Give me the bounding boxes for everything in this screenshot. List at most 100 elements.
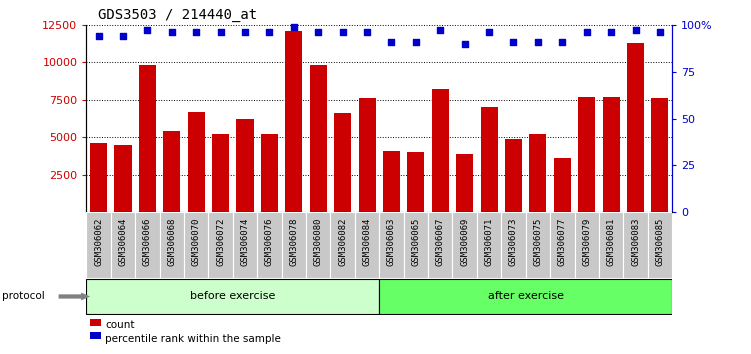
Bar: [481, 107, 498, 212]
Text: after exercise: after exercise: [487, 291, 564, 302]
Point: [581, 29, 593, 35]
Bar: [456, 154, 473, 212]
Bar: [184, 212, 209, 278]
Bar: [188, 112, 205, 212]
Bar: [330, 212, 354, 278]
Bar: [526, 212, 550, 278]
Bar: [139, 65, 156, 212]
Bar: [114, 145, 131, 212]
Point: [385, 39, 397, 45]
Text: GSM306066: GSM306066: [143, 218, 152, 266]
Point: [190, 29, 202, 35]
Bar: [306, 212, 330, 278]
Bar: [163, 131, 180, 212]
Bar: [233, 212, 257, 278]
Bar: [599, 212, 623, 278]
Bar: [160, 212, 184, 278]
Text: GSM306082: GSM306082: [338, 218, 347, 266]
Bar: [647, 212, 672, 278]
Point: [92, 33, 104, 39]
Point: [434, 28, 446, 33]
Point: [532, 39, 544, 45]
Point: [215, 29, 227, 35]
Point: [361, 29, 373, 35]
Point: [166, 29, 178, 35]
Bar: [651, 98, 668, 212]
Text: GSM306073: GSM306073: [509, 218, 518, 266]
Point: [141, 28, 153, 33]
Text: count: count: [105, 320, 134, 330]
Bar: [285, 31, 303, 212]
Bar: [550, 212, 575, 278]
Bar: [379, 279, 672, 314]
Text: GSM306065: GSM306065: [412, 218, 421, 266]
Point: [605, 29, 617, 35]
Text: percentile rank within the sample: percentile rank within the sample: [105, 334, 281, 344]
Text: GSM306085: GSM306085: [656, 218, 665, 266]
Bar: [575, 212, 599, 278]
Text: GSM306081: GSM306081: [607, 218, 616, 266]
Bar: [135, 212, 160, 278]
Bar: [407, 152, 424, 212]
Bar: [452, 212, 477, 278]
Text: before exercise: before exercise: [190, 291, 276, 302]
Point: [312, 29, 324, 35]
Bar: [237, 119, 254, 212]
Bar: [428, 212, 452, 278]
Bar: [358, 98, 376, 212]
Point: [459, 41, 471, 46]
Bar: [212, 135, 229, 212]
Bar: [627, 43, 644, 212]
Bar: [334, 113, 351, 212]
Point: [556, 39, 569, 45]
Bar: [258, 212, 282, 278]
Bar: [86, 279, 379, 314]
Point: [410, 39, 422, 45]
Text: GSM306077: GSM306077: [558, 218, 567, 266]
Bar: [404, 212, 428, 278]
Bar: [90, 143, 107, 212]
Bar: [505, 139, 522, 212]
Text: GSM306076: GSM306076: [265, 218, 274, 266]
Text: GSM306070: GSM306070: [192, 218, 201, 266]
Text: GSM306075: GSM306075: [533, 218, 542, 266]
Text: GSM306067: GSM306067: [436, 218, 445, 266]
Text: GSM306083: GSM306083: [631, 218, 640, 266]
Point: [336, 29, 348, 35]
Text: GSM306084: GSM306084: [363, 218, 372, 266]
Text: GSM306062: GSM306062: [94, 218, 103, 266]
Text: GSM306069: GSM306069: [460, 218, 469, 266]
Text: GSM306078: GSM306078: [289, 218, 298, 266]
Point: [483, 29, 495, 35]
Bar: [309, 65, 327, 212]
Bar: [209, 212, 233, 278]
Bar: [529, 135, 547, 212]
Bar: [379, 212, 404, 278]
Text: GSM306080: GSM306080: [314, 218, 323, 266]
Bar: [502, 212, 526, 278]
Text: GSM306079: GSM306079: [582, 218, 591, 266]
Bar: [355, 212, 379, 278]
Bar: [553, 158, 571, 212]
Bar: [261, 135, 278, 212]
Point: [264, 29, 276, 35]
Point: [239, 29, 251, 35]
Bar: [86, 212, 111, 278]
Text: GSM306068: GSM306068: [167, 218, 176, 266]
Text: protocol: protocol: [2, 291, 45, 302]
Point: [288, 24, 300, 29]
Point: [508, 39, 520, 45]
Text: GSM306071: GSM306071: [484, 218, 493, 266]
Bar: [111, 212, 135, 278]
Point: [654, 29, 666, 35]
Text: GSM306074: GSM306074: [240, 218, 249, 266]
Bar: [623, 212, 648, 278]
Text: GSM306072: GSM306072: [216, 218, 225, 266]
Text: GSM306064: GSM306064: [119, 218, 128, 266]
Bar: [282, 212, 306, 278]
Bar: [578, 97, 596, 212]
Bar: [432, 89, 449, 212]
Bar: [602, 97, 620, 212]
Bar: [383, 151, 400, 212]
Point: [117, 33, 129, 39]
